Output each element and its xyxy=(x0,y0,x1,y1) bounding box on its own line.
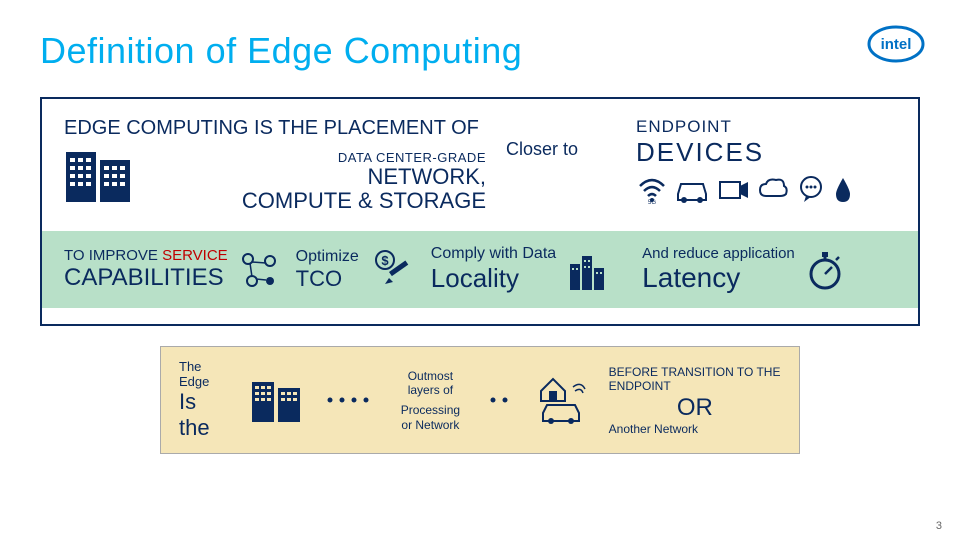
car-icon xyxy=(674,174,710,204)
wifi-icon: 5G xyxy=(636,174,668,204)
device-icons: 5G xyxy=(636,174,896,204)
improve-service: TO IMPROVE SERVICE xyxy=(64,247,228,264)
the-edge: The Edge xyxy=(179,359,230,389)
svg-text:5G: 5G xyxy=(648,200,656,204)
devices-label: DEVICES xyxy=(636,137,896,168)
service-word: SERVICE xyxy=(162,247,228,264)
reduce: And reduce application xyxy=(642,245,795,262)
before-transition: BEFORE TRANSITION TO THE ENDPOINT xyxy=(609,365,781,394)
city-icon xyxy=(566,248,614,292)
tco: TCO xyxy=(296,266,359,292)
another-network: Another Network xyxy=(609,422,781,436)
capabilities: CAPABILITIES xyxy=(64,264,228,292)
building-icon xyxy=(64,146,134,209)
home-car-icon xyxy=(533,373,589,427)
dots-icon xyxy=(324,395,374,405)
dollar-pencil-icon: $ xyxy=(369,248,413,292)
camera-icon xyxy=(716,174,750,204)
page-number: 3 xyxy=(936,520,942,532)
outmost: Outmost layers of xyxy=(394,369,467,398)
endpoint-label: ENDPOINT xyxy=(636,117,896,137)
svg-text:intel: intel xyxy=(881,36,912,53)
cloud-icon xyxy=(756,174,790,204)
latency: Latency xyxy=(642,262,795,294)
slide: intel Definition of Edge Computing EDGE … xyxy=(0,0,960,540)
or: OR xyxy=(609,394,781,422)
processing: Processing or Network xyxy=(394,403,467,432)
building2-icon xyxy=(250,376,304,424)
network-label: NETWORK, xyxy=(152,165,486,189)
improve-prefix: TO IMPROVE xyxy=(64,247,162,264)
edge-box: The Edge Is the Outmost layers of Proces… xyxy=(160,346,800,454)
compute-storage-label: COMPUTE & STORAGE xyxy=(152,189,486,213)
green-band: TO IMPROVE SERVICE CAPABILITIES Optimize… xyxy=(42,231,918,308)
dots2-icon xyxy=(487,395,513,405)
closer-to: Closer to xyxy=(506,117,616,160)
slide-title: Definition of Edge Computing xyxy=(40,30,920,72)
locality: Locality xyxy=(431,263,556,294)
row-1: EDGE COMPUTING IS THE PLACEMENT OF xyxy=(64,117,896,213)
data-center-grade: DATA CENTER-GRADE xyxy=(152,150,486,165)
line-placement: EDGE COMPUTING IS THE PLACEMENT OF xyxy=(64,117,486,140)
definition-box: EDGE COMPUTING IS THE PLACEMENT OF xyxy=(40,97,920,326)
intel-logo-icon: intel xyxy=(867,25,925,68)
comply: Comply with Data xyxy=(431,245,556,263)
svg-text:$: $ xyxy=(381,253,389,268)
drop-icon xyxy=(832,174,854,204)
stopwatch-icon xyxy=(805,248,845,292)
is-the: Is the xyxy=(179,389,230,441)
chat-icon xyxy=(796,174,826,204)
optimize: Optimize xyxy=(296,248,359,266)
network-nodes-icon xyxy=(238,249,280,291)
